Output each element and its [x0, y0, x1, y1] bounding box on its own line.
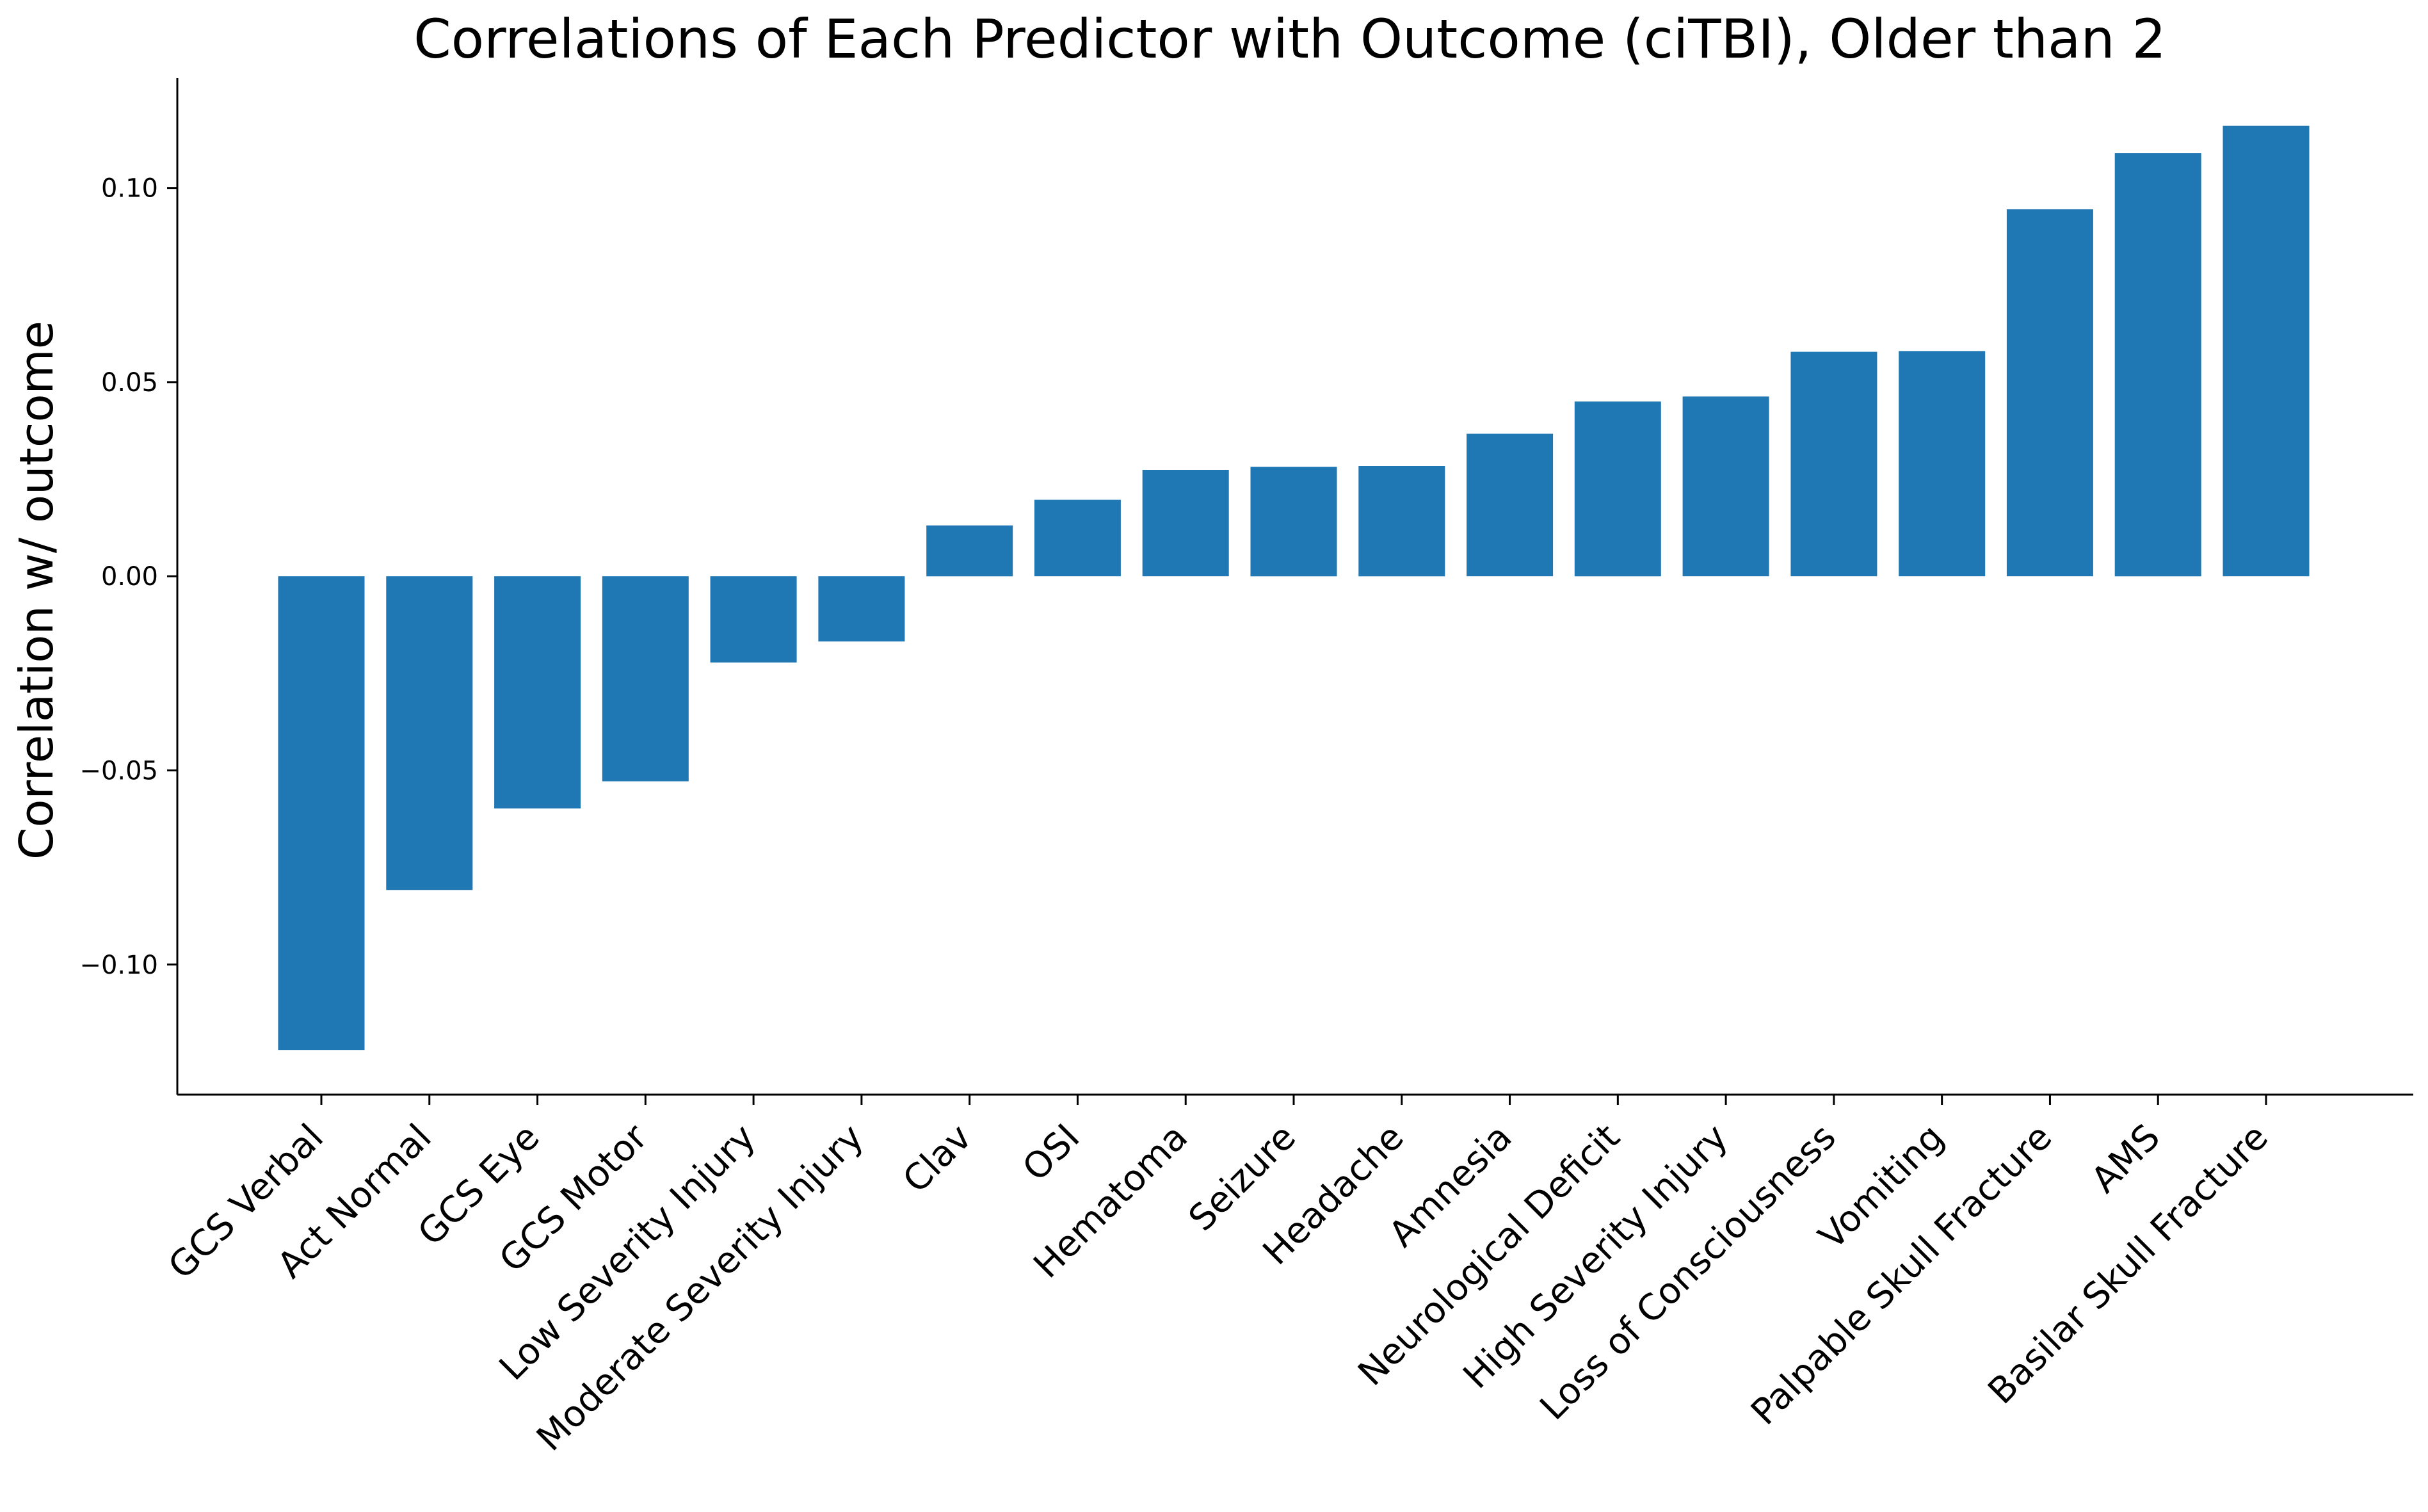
bar-clav	[926, 525, 1013, 577]
y-ticks: −0.10 −0.05 0.00 0.05 0.10	[79, 174, 177, 980]
bar-gcs-verbal	[278, 576, 365, 1050]
y-tick-label: 0.00	[101, 562, 158, 591]
bar-amnesia	[1467, 433, 1554, 577]
bar-act-normal	[386, 576, 473, 890]
bar-neurological-deficit	[1574, 401, 1661, 577]
x-tick-label: Clav	[895, 1116, 979, 1201]
bar-loss-of-consciousness	[1790, 351, 1877, 577]
bar-moderate-severity-injury	[818, 576, 905, 642]
x-tick-label: OSI	[1015, 1116, 1088, 1189]
bar-headache	[1358, 466, 1445, 577]
y-tick-label: −0.10	[79, 951, 158, 980]
bar-hematoma	[1142, 470, 1229, 577]
y-tick-label: 0.05	[101, 368, 158, 398]
axes-layer	[176, 78, 2413, 1096]
chart-title: Correlations of Each Predictor with Outc…	[414, 8, 2166, 70]
bar-osi	[1034, 499, 1121, 577]
bar-ams	[2114, 153, 2201, 577]
y-tick-label: 0.10	[101, 174, 158, 204]
bar-vomiting	[1899, 351, 1986, 577]
x-tick-label: AMS	[2084, 1116, 2168, 1201]
bars-layer	[278, 125, 2310, 1050]
y-axis-label: Correlation w/ outcome	[10, 321, 63, 860]
bar-palpable-skull-fracture	[2006, 209, 2093, 577]
bar-gcs-eye	[494, 576, 581, 808]
bar-low-severity-injury	[710, 576, 797, 663]
bar-basilar-skull-fracture	[2223, 125, 2310, 577]
bar-seizure	[1250, 467, 1337, 577]
bar-gcs-motor	[602, 576, 689, 782]
y-tick-label: −0.05	[79, 757, 158, 786]
bar-high-severity-injury	[1682, 396, 1769, 577]
